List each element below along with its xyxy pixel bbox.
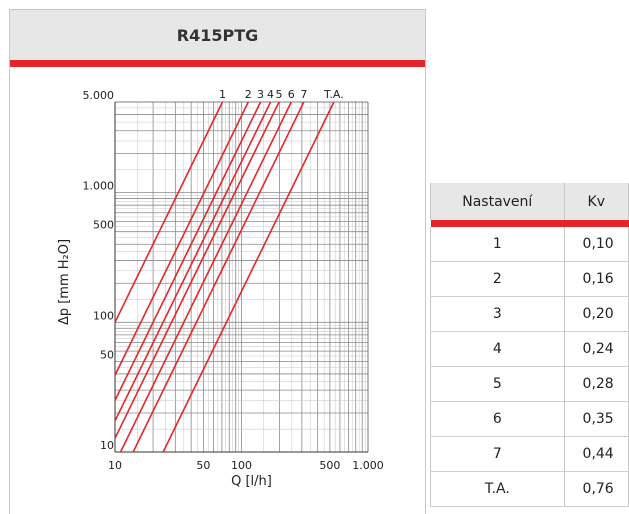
setting-cell: 4 [430, 331, 565, 367]
kv-cell: 0,24 [564, 331, 629, 367]
series-label: 5 [276, 88, 283, 101]
series-label: 3 [257, 88, 264, 101]
setting-cell: 7 [430, 436, 565, 472]
chart-curves [114, 101, 335, 453]
x-tick-label: 1.000 [352, 459, 384, 472]
chart-tick-labels: 10 50 100 500 1.000 10 50 100 500 1.000 5.000 Q [l/… [57, 88, 384, 489]
table-row: 2 0,16 [430, 261, 629, 297]
y-tick-label: 10 [100, 439, 114, 452]
chart-panel: R415PTG [9, 9, 426, 514]
y-tick-label: 1.000 [83, 180, 115, 193]
series-line [162, 101, 335, 453]
series-line [119, 101, 293, 453]
series-label: T.A. [323, 88, 344, 101]
kv-cell: 0,20 [564, 296, 629, 332]
y-axis-label: Δp [mm H₂O] [57, 239, 72, 325]
x-tick-label: 500 [319, 459, 340, 472]
table-header-kv: Kv [564, 183, 629, 220]
kv-cell: 0,28 [564, 366, 629, 402]
kv-cell: 0,76 [564, 471, 629, 507]
series-label: 7 [300, 88, 307, 101]
kv-cell: 0,10 [564, 227, 629, 262]
chart-grid [115, 102, 368, 452]
table-row: T.A. 0,76 [430, 471, 629, 507]
chart-axes [114, 101, 369, 453]
series-label: 4 [267, 88, 274, 101]
setting-cell: T.A. [430, 471, 565, 507]
setting-cell: 6 [430, 401, 565, 437]
table-row: 4 0,24 [430, 331, 629, 367]
series-label: 2 [245, 88, 252, 101]
series-label: 1 [219, 88, 226, 101]
y-tick-label: 500 [93, 219, 114, 232]
table-row: 7 0,44 [430, 436, 629, 472]
y-tick-label: 5.000 [83, 89, 115, 102]
series-line [114, 101, 224, 323]
series-line [114, 101, 272, 422]
setting-cell: 5 [430, 366, 565, 402]
setting-cell: 1 [430, 227, 565, 262]
series-line [132, 101, 305, 453]
x-tick-label: 50 [196, 459, 210, 472]
table-row: 1 0,10 [430, 227, 629, 262]
table-accent-stripe [430, 220, 629, 227]
table-row: 3 0,20 [430, 296, 629, 332]
x-tick-label: 100 [231, 459, 252, 472]
y-tick-label: 100 [93, 309, 114, 322]
title-accent-stripe [10, 60, 425, 67]
table-row: 5 0,28 [430, 366, 629, 402]
series-label: 6 [288, 88, 295, 101]
kv-cell: 0,44 [564, 436, 629, 472]
chart-title: R415PTG [10, 10, 425, 60]
setting-cell: 2 [430, 261, 565, 297]
y-tick-label: 50 [100, 348, 114, 361]
table-header-setting: Nastavení [430, 183, 565, 220]
x-axis-label: Q [l/h] [231, 474, 272, 489]
series-line [114, 101, 280, 439]
setting-cell: 3 [430, 296, 565, 332]
kv-cell: 0,16 [564, 261, 629, 297]
kv-table: Nastavení Kv 1 0,10 2 0,16 3 0,20 4 0,24 [430, 183, 629, 507]
series-line [114, 101, 262, 401]
series-line [114, 101, 250, 376]
x-tick-label: 10 [108, 459, 122, 472]
kv-cell: 0,35 [564, 401, 629, 437]
table-row: 6 0,35 [430, 401, 629, 437]
kv-table-container: Nastavení Kv 1 0,10 2 0,16 3 0,20 4 0,24 [430, 183, 629, 507]
